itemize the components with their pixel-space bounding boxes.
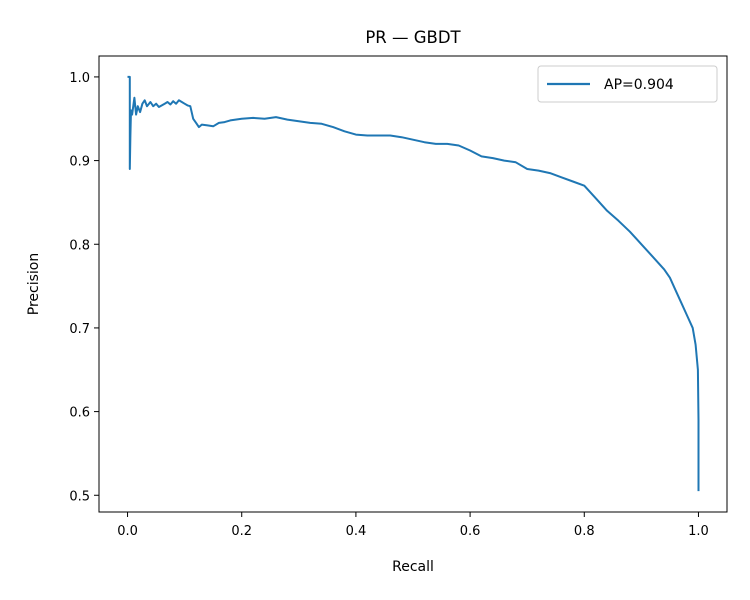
x-tick-label: 0.0 (117, 524, 138, 539)
x-tick-label: 1.0 (688, 524, 709, 539)
y-tick-label: 0.8 (69, 238, 90, 253)
x-axis-ticks: 0.0 0.2 0.4 0.6 0.8 1.0 (117, 512, 709, 539)
pr-curve-line (127, 75, 700, 492)
series-layer (127, 75, 700, 492)
y-tick-label: 0.5 (69, 489, 90, 504)
x-tick-label: 0.2 (231, 524, 252, 539)
y-axis-ticks: 0.5 0.6 0.7 0.8 0.9 1.0 (69, 71, 99, 504)
x-tick-label: 0.6 (460, 524, 481, 539)
y-axis-label: Precision (26, 253, 42, 315)
y-tick-label: 0.7 (69, 322, 90, 337)
x-tick-label: 0.4 (346, 524, 367, 539)
plot-area (99, 56, 727, 512)
y-tick-label: 0.6 (69, 406, 90, 421)
x-tick-label: 0.8 (574, 524, 595, 539)
legend-box (537, 65, 718, 103)
legend: AP=0.904 (537, 65, 718, 103)
chart-title: PR — GBDT (365, 28, 461, 47)
y-tick-label: 1.0 (69, 71, 90, 86)
plot-frame (98, 55, 728, 513)
x-axis-label: Recall (392, 559, 434, 575)
y-tick-label: 0.9 (69, 155, 90, 170)
legend-label: AP=0.904 (604, 77, 674, 93)
